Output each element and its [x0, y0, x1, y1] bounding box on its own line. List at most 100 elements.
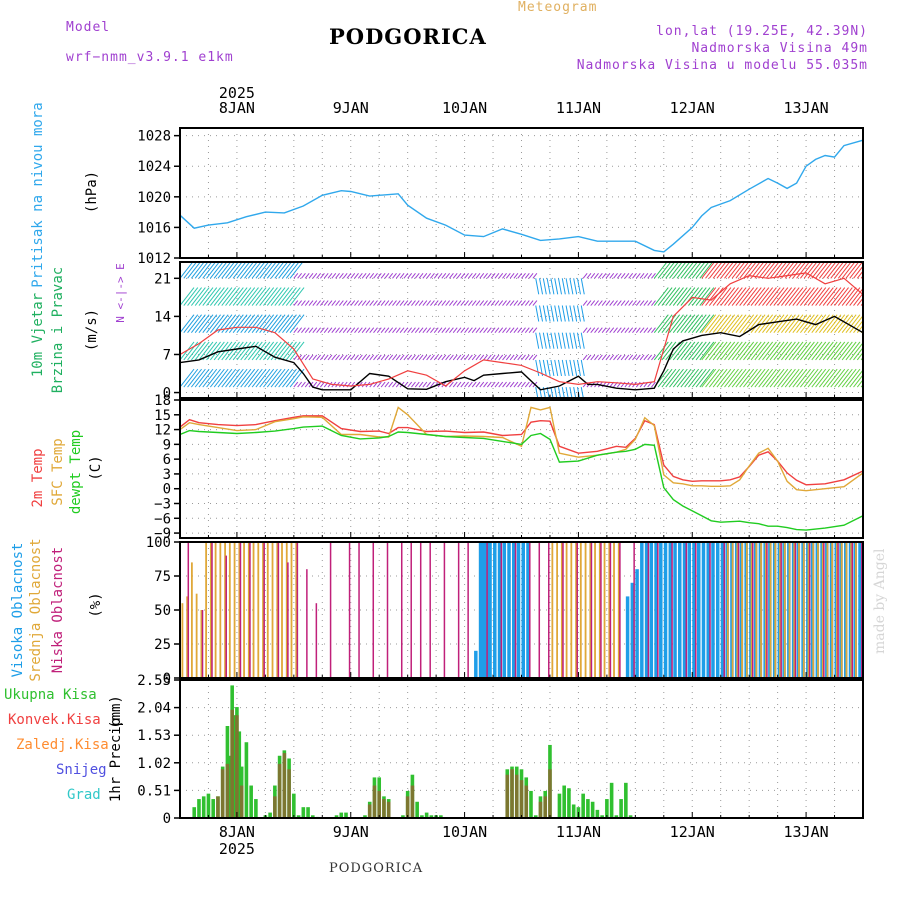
wind-stroke: [376, 300, 382, 306]
wind-stroke: [430, 300, 435, 306]
wind-stroke: [422, 273, 428, 279]
wind-stroke: [524, 273, 530, 279]
y-tick-label: 1012: [137, 251, 171, 267]
wind-stroke: [437, 327, 443, 334]
wind-stroke: [605, 300, 611, 306]
wind-stroke: [845, 314, 861, 334]
pressure-axis-title: Pritisak na nivou mora: [30, 102, 46, 287]
wind-stroke: [467, 273, 473, 279]
wind-stroke: [731, 287, 747, 306]
wind-stroke: [561, 359, 566, 377]
wind-stroke: [323, 300, 329, 306]
wind-stroke: [701, 314, 717, 334]
wind-stroke: [228, 368, 244, 388]
wind-stroke: [338, 273, 344, 279]
precip-legend-item: Zaledj.Kisa: [16, 737, 109, 753]
wind-stroke: [826, 314, 842, 334]
y-tick-label: 0: [163, 482, 171, 498]
wind-stroke: [486, 273, 492, 279]
wind-speed-line: [179, 315, 864, 391]
total-precip-bar: [590, 801, 595, 818]
wind-stroke: [524, 327, 530, 334]
wind-stroke: [624, 381, 630, 388]
wind-stroke: [784, 287, 800, 306]
wind-stroke: [183, 368, 199, 388]
wind-stroke: [665, 314, 681, 334]
wind-stroke: [565, 387, 569, 398]
wind-stroke: [289, 314, 305, 334]
wind-stroke: [285, 368, 301, 388]
y-tick-label: 0: [163, 386, 171, 402]
wind-stroke: [380, 327, 386, 334]
wind-stroke: [517, 273, 523, 279]
wind-stroke: [320, 354, 325, 361]
wind-stroke: [346, 327, 352, 334]
convective-precip-bar: [410, 785, 415, 818]
wind-stroke: [263, 341, 278, 361]
mid_cloud-bar: [209, 542, 212, 678]
wind-stroke: [620, 354, 626, 361]
wind-stroke: [639, 354, 645, 361]
wind-stroke: [716, 341, 732, 361]
wind-stroke: [456, 381, 462, 388]
wind-stroke: [712, 314, 728, 334]
wind-stroke: [620, 273, 626, 279]
wind-stroke: [407, 300, 413, 306]
wind-stroke: [338, 354, 344, 361]
wind-stroke: [830, 368, 846, 388]
wind-stroke: [521, 381, 526, 388]
wind-stroke: [720, 314, 736, 334]
wind-stroke: [653, 314, 669, 334]
y-tick-label: 100: [146, 535, 171, 551]
wind-stroke: [727, 314, 743, 334]
wind-stroke: [384, 381, 390, 388]
total-precip-bar: [619, 799, 623, 818]
wind-stroke: [546, 332, 551, 349]
wind-stroke: [524, 300, 530, 306]
mid_cloud-bar: [598, 542, 601, 678]
y-tick-label: 18: [154, 393, 171, 409]
wind-stroke: [464, 300, 469, 306]
wind-stroke: [304, 273, 310, 279]
wind-stroke: [452, 354, 458, 361]
wind-stroke: [320, 273, 325, 279]
wind-stroke: [263, 262, 277, 279]
mid_cloud-bar: [579, 542, 582, 678]
wind-stroke: [597, 354, 603, 361]
wind-stroke: [688, 287, 703, 306]
wind-stroke: [613, 327, 618, 334]
wind-stroke: [834, 287, 849, 306]
low_cloud-bar: [633, 542, 635, 678]
wind-stroke: [240, 341, 256, 361]
wind-stroke: [834, 368, 849, 388]
wind-stroke: [576, 387, 581, 398]
low-cloud-title: Niska Oblacnost: [50, 547, 66, 673]
total-precip-bar: [533, 815, 538, 818]
high_cloud-bar: [497, 542, 502, 678]
mid-cloud-title: Srednja Oblacnost: [28, 538, 44, 681]
wind-stroke: [743, 368, 758, 388]
wind-stroke: [565, 332, 570, 349]
wind-stroke: [376, 354, 382, 361]
mid_cloud-bar: [570, 542, 573, 678]
mid_cloud-bar: [266, 542, 269, 678]
wind-stroke: [282, 368, 297, 388]
wind-stroke: [705, 314, 720, 334]
wind-axis-subtitle: Brzina i Pravac: [50, 267, 66, 393]
wind-stroke: [818, 341, 834, 361]
wind-stroke: [278, 341, 294, 361]
wind-stroke: [350, 354, 356, 361]
wind-stroke: [856, 351, 863, 361]
wind-stroke: [411, 381, 416, 388]
low_cloud-bar: [419, 542, 422, 678]
cloud-unit: (%): [88, 592, 104, 617]
mid_cloud-bar: [560, 542, 563, 678]
wind-stroke: [750, 341, 766, 361]
wind-stroke: [826, 262, 841, 279]
mid_cloud-bar: [783, 542, 786, 678]
wind-stroke: [695, 287, 711, 306]
wind-stroke: [651, 327, 656, 334]
wind-stroke: [293, 273, 299, 279]
low_cloud-bar: [263, 542, 265, 678]
wind-stroke: [762, 262, 776, 279]
